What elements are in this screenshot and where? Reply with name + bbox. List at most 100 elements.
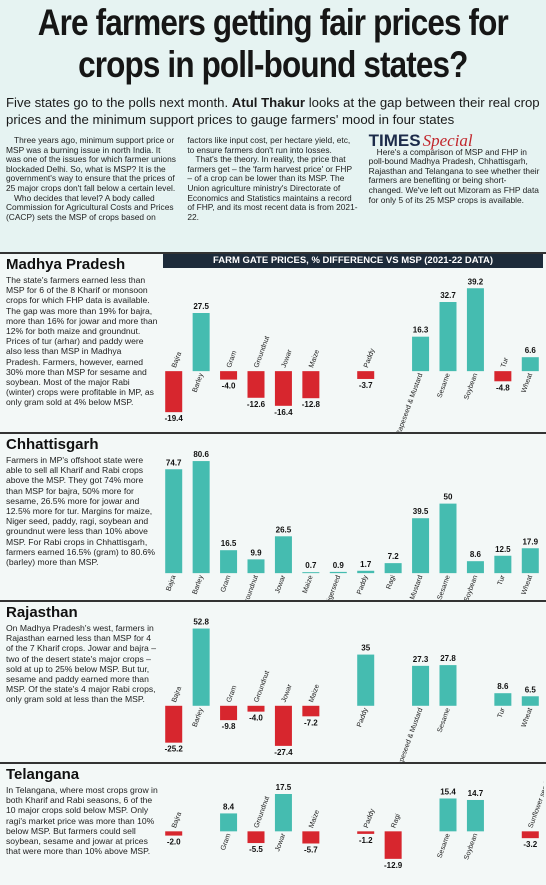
bar — [521, 548, 539, 574]
bar-chart: -2.0 Bajra 8.4 Gram -5.5 Groundnut 17.5 Jowar -5… — [165, 781, 544, 870]
bar — [466, 288, 484, 372]
bar — [247, 705, 265, 712]
bar — [494, 371, 512, 382]
bar — [384, 563, 402, 574]
value-label: 39.2 — [468, 277, 484, 286]
value-label: 17.5 — [276, 783, 292, 792]
category-label: Paddy — [363, 808, 377, 830]
value-label: 27.8 — [440, 654, 456, 663]
bar — [521, 357, 539, 372]
value-label: 12.5 — [495, 545, 511, 554]
value-label: 50 — [444, 493, 453, 502]
category-label: Barley — [192, 372, 206, 394]
value-label: -5.5 — [249, 845, 263, 854]
value-label: -5.7 — [304, 845, 318, 854]
paragraph: Who decides that level? A body called Co… — [6, 135, 351, 222]
bar — [220, 705, 238, 721]
category-label: Rapeseed & Mustard — [395, 574, 424, 602]
bar — [192, 628, 210, 706]
value-label: 0.9 — [333, 561, 345, 570]
bar — [357, 831, 375, 834]
bar — [274, 705, 292, 746]
paragraph: Here's a comparison of MSP and FHP in po… — [368, 146, 540, 205]
value-label: 27.5 — [193, 302, 209, 311]
value-label: -12.8 — [302, 400, 321, 409]
bar — [247, 559, 265, 574]
bar — [192, 313, 210, 372]
bar — [302, 831, 320, 844]
value-label: 6.5 — [525, 685, 537, 694]
category-label: Groundnut — [242, 574, 260, 602]
logo-special: Special — [422, 131, 473, 150]
bar — [466, 561, 484, 574]
state-title: Telangana — [6, 766, 80, 783]
value-label: -19.4 — [165, 414, 184, 423]
subtitle-text: Five states go to the polls next month. — [6, 95, 232, 110]
category-label: Groundnut — [253, 795, 271, 829]
bar — [165, 371, 183, 413]
bar — [357, 371, 375, 379]
state-description: On Madhya Pradesh's west, farmers in Raj… — [6, 623, 156, 705]
value-label: 15.4 — [440, 787, 456, 796]
value-label: -9.8 — [222, 722, 236, 731]
category-label: Wheat — [521, 574, 535, 595]
category-label: Bajra — [171, 351, 183, 369]
value-label: -25.2 — [165, 745, 184, 754]
bar — [220, 371, 238, 380]
bar — [412, 665, 430, 706]
value-label: 0.7 — [305, 561, 317, 570]
category-label: Wheat — [521, 707, 535, 728]
category-label: Bajra — [165, 574, 177, 592]
paragraph: Three years ago, minimum support price o… — [6, 135, 176, 193]
bar — [274, 371, 292, 406]
category-label: Gram — [226, 350, 239, 369]
value-label: -12.9 — [384, 861, 403, 870]
value-label: 16.3 — [413, 326, 429, 335]
state-title: Madhya Pradesh — [6, 256, 126, 273]
bar — [329, 571, 347, 574]
bar — [384, 831, 402, 859]
value-label: -27.4 — [274, 748, 293, 757]
value-label: 39.5 — [413, 507, 429, 516]
bar — [439, 302, 457, 372]
category-label: Tur — [500, 356, 510, 369]
bar — [247, 831, 265, 844]
bar — [439, 665, 457, 706]
bar — [412, 518, 430, 574]
bar-chart: -25.2 Bajra 52.8 Barley -9.8 Gram -4.0 Groundnu… — [165, 618, 539, 764]
value-label: 35 — [361, 644, 370, 653]
bar — [274, 536, 292, 574]
value-label: -12.6 — [247, 400, 266, 409]
category-label: Sesame — [437, 372, 452, 399]
category-label: Groundnut — [253, 670, 271, 704]
state-panel: Telangana In Telangana, where most crops … — [0, 762, 546, 885]
value-label: -4.0 — [222, 382, 236, 391]
bar — [274, 794, 292, 832]
bar — [466, 799, 484, 832]
bar — [165, 831, 183, 836]
subtitle-text: looks at the gap between their real crop… — [6, 95, 540, 127]
bar-chart: -19.4 Bajra 27.5 Barley -4.0 Gram -12.6 Groundn… — [165, 277, 539, 434]
category-label: Wheat — [521, 372, 535, 393]
value-label: 17.9 — [522, 537, 538, 546]
figure-title: FARM GATE PRICES, % DIFFERENCE VS MSP (2… — [163, 254, 543, 268]
value-label: -3.2 — [523, 840, 537, 849]
value-label: -2.0 — [167, 838, 181, 847]
value-label: 7.2 — [388, 552, 400, 561]
bar-chart: 74.7 Bajra 80.6 Barley 16.5 Gram 9.9 Groundnut 2… — [165, 450, 539, 602]
bar — [220, 813, 238, 832]
value-label: 26.5 — [276, 525, 292, 534]
value-label: -4.0 — [249, 714, 263, 723]
intro-text: Three years ago, minimum support price o… — [6, 132, 540, 248]
bar — [220, 550, 238, 574]
bar — [357, 570, 375, 574]
header: Are farmers getting fair prices for crop… — [0, 0, 546, 252]
category-label: Gram — [220, 832, 233, 851]
bar — [192, 461, 210, 574]
bar — [521, 831, 539, 839]
bar — [357, 654, 375, 706]
state-description: Farmers in MP's offshoot state were able… — [6, 455, 156, 568]
bar — [412, 336, 430, 372]
category-label: Maize — [308, 683, 321, 703]
value-label: -1.2 — [359, 836, 373, 845]
